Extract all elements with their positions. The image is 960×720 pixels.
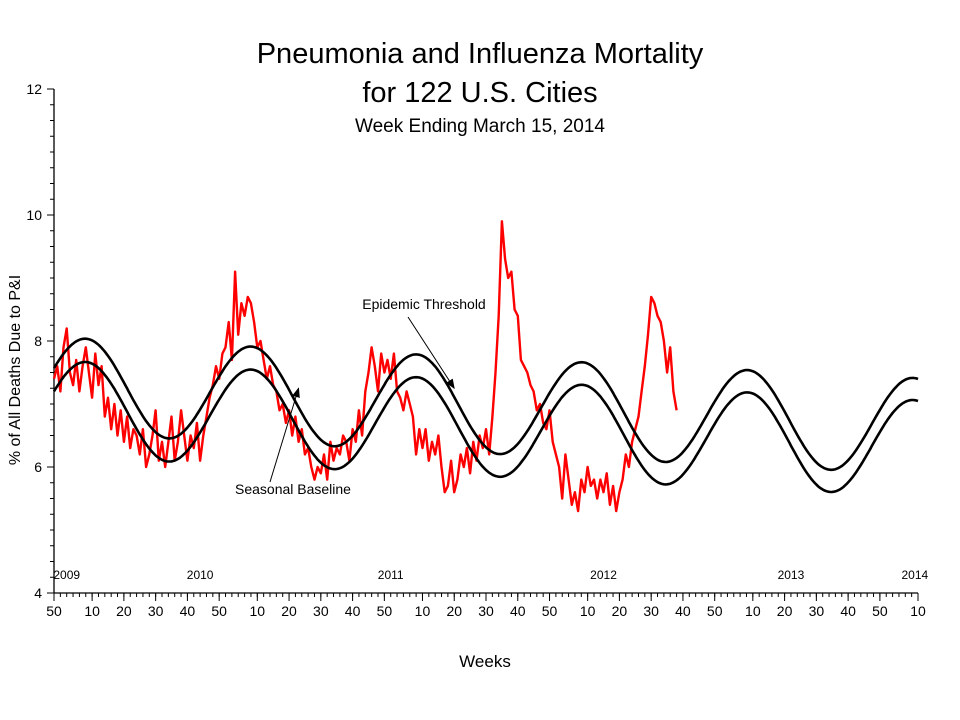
series-layer — [52, 220, 919, 513]
x-tick-label: 30 — [809, 603, 825, 619]
x-tick-label: 10 — [745, 603, 761, 619]
x-tick-label: 40 — [675, 603, 691, 619]
x-tick-label: 10 — [84, 603, 100, 619]
axes: 4 6 8 10 12 50 10 20 30 40 50 10 20 30 40 50 10 20 30 40 50 1… — [26, 81, 928, 619]
x-tick-label: 40 — [345, 603, 361, 619]
x-tick-label: 10 — [580, 603, 596, 619]
x-tick-label: 20 — [281, 603, 297, 619]
x-tick-label: 50 — [707, 603, 723, 619]
y-tick-label: 12 — [26, 81, 42, 97]
x-tick-label: 20 — [446, 603, 462, 619]
y-axis-label: % of All Deaths Due to P&I — [7, 274, 24, 466]
seasonal-baseline-label: Seasonal Baseline — [235, 481, 351, 497]
x-tick-label: 50 — [377, 603, 393, 619]
x-tick-label: 30 — [313, 603, 329, 619]
year-label: 2014 — [901, 568, 928, 582]
year-label: 2011 — [378, 568, 404, 582]
x-tick-label: 40 — [180, 603, 196, 619]
chart-subtitle: Week Ending March 15, 2014 — [355, 116, 605, 137]
x-tick-label: 50 — [542, 603, 558, 619]
year-label: 2010 — [187, 568, 214, 582]
y-tick-label: 4 — [34, 585, 42, 601]
x-tick-label: 50 — [46, 603, 62, 619]
pi-mortality-series — [52, 220, 678, 513]
year-label: 2012 — [590, 568, 617, 582]
x-tick-label: 50 — [211, 603, 227, 619]
y-tick-label: 8 — [34, 333, 42, 349]
x-axis-label: Weeks — [459, 652, 511, 671]
x-tick-label: 30 — [148, 603, 164, 619]
x-tick-label: 40 — [840, 603, 856, 619]
annotations: Epidemic Threshold Seasonal Baseline — [235, 296, 486, 497]
x-tick-label: 10 — [910, 603, 926, 619]
epidemic-threshold-label: Epidemic Threshold — [362, 296, 485, 312]
chart-title: Pneumonia and Influenza Mortality — [256, 38, 704, 70]
x-tick-label: 10 — [415, 603, 431, 619]
x-tick-label: 30 — [643, 603, 659, 619]
epidemic-threshold-arrow — [407, 316, 455, 390]
chart-title-line-2: for 122 U.S. Cities — [362, 77, 598, 109]
seasonal-baseline-series — [52, 360, 919, 494]
x-tick-label: 50 — [872, 603, 888, 619]
y-tick-label: 10 — [26, 207, 42, 223]
year-label: 2009 — [53, 568, 80, 582]
x-tick-label: 20 — [612, 603, 628, 619]
seasonal-baseline-arrow — [269, 387, 300, 483]
x-tick-label: 20 — [777, 603, 793, 619]
y-tick-label: 6 — [34, 459, 42, 475]
x-tick-label: 10 — [250, 603, 266, 619]
year-label: 2013 — [778, 568, 805, 582]
epidemic-threshold-series — [52, 337, 919, 472]
x-tick-label: 20 — [116, 603, 132, 619]
x-tick-label: 40 — [510, 603, 526, 619]
x-tick-label: 30 — [478, 603, 494, 619]
